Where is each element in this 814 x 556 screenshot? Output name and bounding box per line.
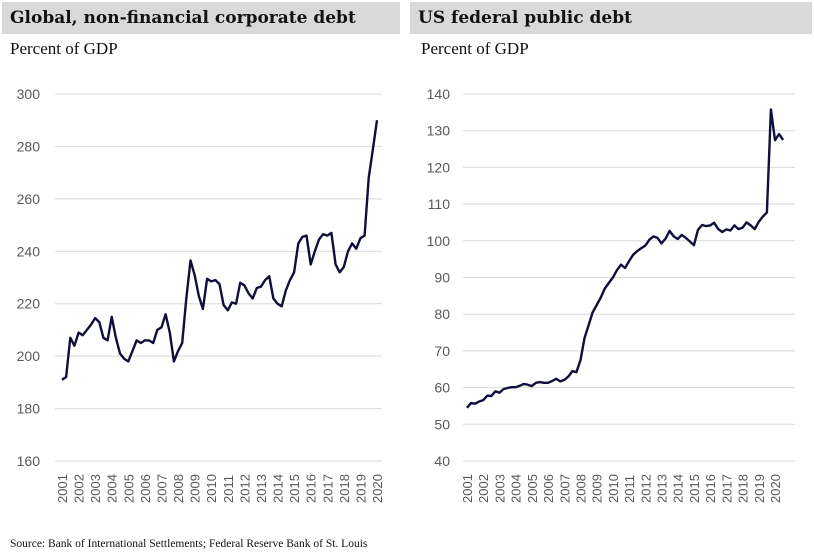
- y-tick-label: 90: [434, 270, 450, 286]
- x-tick-label: 2011: [221, 475, 236, 503]
- x-tick-label: 2003: [492, 474, 507, 503]
- x-tick-label: 2008: [171, 474, 186, 503]
- x-tick-label: 2018: [736, 474, 751, 503]
- y-tick-label: 300: [17, 86, 41, 102]
- x-tick-label: 2017: [320, 474, 335, 503]
- y-tick-label: 280: [17, 138, 41, 154]
- y-tick-label: 200: [17, 348, 41, 364]
- y-tick-label: 100: [427, 233, 451, 249]
- x-tick-label: 2016: [304, 474, 319, 503]
- x-tick-label: 2016: [703, 474, 718, 503]
- x-tick-label: 2020: [370, 474, 385, 503]
- x-tick-label: 2007: [154, 474, 169, 503]
- left-chart-header: Global, non-financial corporate debt: [2, 2, 400, 34]
- y-tick-label: 60: [434, 380, 450, 396]
- right-chart-title: US federal public debt: [418, 8, 632, 28]
- x-tick-label: 2015: [287, 474, 302, 503]
- x-tick-label: 2011: [622, 475, 637, 503]
- x-tick-label: 2019: [752, 474, 767, 503]
- x-tick-label: 2002: [72, 474, 87, 503]
- right-y-label: Percent of GDP: [421, 39, 529, 58]
- x-tick-label: 2012: [237, 474, 252, 503]
- corporate-debt-line: [61, 120, 379, 381]
- y-tick-label: 130: [427, 123, 451, 139]
- right-chart-header: US federal public debt: [410, 2, 812, 34]
- y-tick-label: 40: [434, 453, 450, 469]
- y-tick-label: 110: [428, 196, 451, 212]
- x-tick-label: 2014: [671, 474, 686, 503]
- x-tick-label: 2010: [606, 474, 621, 503]
- x-tick-label: 2005: [525, 474, 540, 503]
- left-y-label: Percent of GDP: [10, 39, 118, 58]
- x-tick-label: 2009: [590, 474, 605, 503]
- x-tick-label: 2012: [638, 474, 653, 503]
- x-tick-label: 2006: [138, 474, 153, 503]
- x-tick-label: 2004: [105, 474, 120, 503]
- y-tick-label: 140: [427, 86, 451, 102]
- x-tick-label: 2007: [557, 474, 572, 503]
- x-tick-label: 2005: [121, 474, 136, 503]
- x-tick-label: 2013: [254, 474, 269, 503]
- x-tick-label: 2018: [337, 474, 352, 503]
- x-tick-label: 2013: [655, 474, 670, 503]
- left-chart-title: Global, non-financial corporate debt: [10, 8, 356, 28]
- x-tick-label: 2001: [55, 474, 70, 503]
- y-tick-label: 160: [17, 453, 41, 469]
- y-tick-label: 220: [17, 296, 41, 312]
- y-tick-label: 260: [17, 191, 41, 207]
- y-tick-label: 80: [434, 306, 450, 322]
- x-tick-label: 2019: [353, 474, 368, 503]
- x-tick-label: 2006: [541, 474, 556, 503]
- y-tick-label: 180: [17, 401, 41, 417]
- x-tick-label: 2014: [271, 474, 286, 503]
- x-tick-label: 2009: [188, 474, 203, 503]
- x-tick-label: 2004: [509, 474, 524, 503]
- y-tick-label: 240: [17, 243, 41, 259]
- x-tick-label: 2017: [719, 474, 734, 503]
- y-tick-label: 120: [427, 159, 451, 175]
- x-tick-label: 2003: [88, 474, 103, 503]
- x-tick-label: 2008: [573, 474, 588, 503]
- x-tick-label: 2001: [460, 474, 475, 503]
- x-tick-label: 2002: [476, 474, 491, 503]
- source-note: Source: Bank of International Settlement…: [10, 538, 368, 550]
- y-tick-label: 70: [434, 343, 450, 359]
- x-tick-label: 2010: [204, 474, 219, 503]
- us-debt-line: [466, 108, 785, 409]
- x-tick-label: 2020: [768, 474, 783, 503]
- y-tick-label: 50: [434, 416, 450, 432]
- x-tick-label: 2015: [687, 474, 702, 503]
